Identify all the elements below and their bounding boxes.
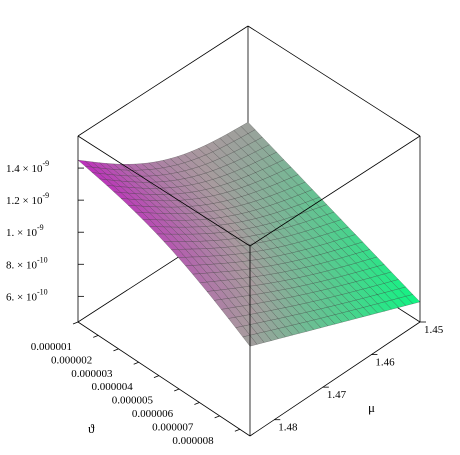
- theta-tick-label: 0.000003: [71, 368, 113, 380]
- surface-mesh: [77, 121, 421, 347]
- box-edge: [249, 321, 421, 437]
- mu-tick-label: 1.45: [424, 324, 444, 336]
- box-edge: [77, 135, 251, 247]
- theta-tick-mark: [234, 428, 241, 432]
- z-tick-label: 6. × 10-10: [6, 287, 48, 303]
- z-tick-label: 1.2 × 10-9: [6, 191, 49, 207]
- box-edge: [77, 25, 249, 137]
- z-tick-label: 8. × 10-10: [6, 255, 48, 271]
- theta-tick-mark: [153, 375, 160, 379]
- box-edge: [247, 25, 421, 137]
- theta-tick-label: 0.000004: [91, 381, 133, 393]
- theta-tick-mark: [133, 361, 139, 365]
- theta-tick-mark: [93, 335, 99, 338]
- theta-tick-mark: [174, 388, 180, 392]
- mu-tick-label: 1.47: [327, 389, 347, 401]
- z-tick-label: 1.4 × 10-9: [6, 159, 49, 175]
- bounding-box-front: [77, 135, 421, 437]
- theta-tick-label: 0.000002: [51, 354, 92, 366]
- theta-tick-mark: [194, 402, 200, 405]
- box-edge: [249, 135, 421, 247]
- theta-tick-label: 0.000006: [132, 408, 174, 420]
- theta-tick-mark: [113, 348, 119, 352]
- z-axis-ticks: 1.4 × 10-9 1.2 × 10-9 1. × 10-9 8. × 10-10 6…: [6, 159, 84, 303]
- theta-tick-label: 0.000005: [112, 395, 154, 407]
- theta-tick-mark: [214, 415, 220, 419]
- theta-tick-label: 0.000001: [31, 341, 72, 353]
- theta-axis-label: ϑ: [88, 421, 95, 436]
- mu-tick-label: 1.46: [375, 357, 395, 369]
- theta-tick-mark: [72, 321, 79, 325]
- z-tick-label: 1. × 10-9: [6, 223, 44, 239]
- theta-tick-label: 0.000008: [172, 435, 214, 447]
- mu-axis-label: μ: [368, 400, 375, 415]
- theta-tick-label: 0.000007: [152, 421, 194, 433]
- mu-axis-ticks: 1.45 1.46 1.47 1.48: [274, 321, 444, 434]
- box-edge: [77, 321, 251, 437]
- mu-tick-label: 1.48: [278, 422, 298, 434]
